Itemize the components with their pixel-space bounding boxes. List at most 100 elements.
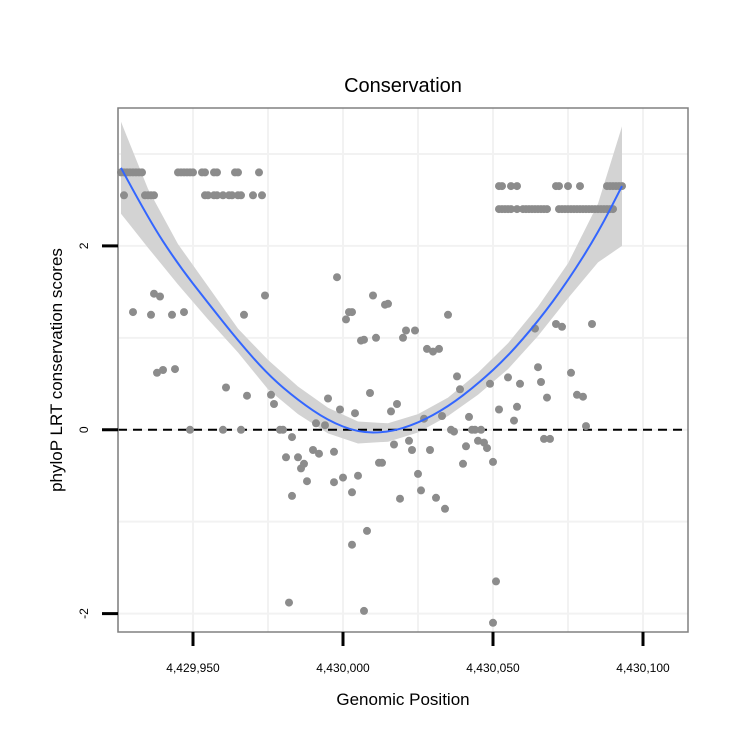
data-point — [369, 291, 377, 300]
data-point — [456, 385, 464, 394]
data-point — [261, 291, 269, 300]
data-point — [378, 458, 386, 467]
data-point — [444, 310, 452, 319]
data-point — [552, 320, 560, 328]
data-point — [402, 326, 410, 335]
data-point — [450, 427, 458, 436]
data-point — [438, 412, 446, 420]
data-point — [312, 419, 320, 428]
data-point — [255, 168, 263, 177]
data-point — [405, 436, 413, 445]
data-point — [543, 205, 551, 214]
data-point — [576, 182, 584, 191]
data-point — [213, 191, 221, 200]
data-point — [330, 447, 338, 456]
x-axis-label: Genomic Position — [336, 690, 469, 709]
data-point — [534, 363, 542, 372]
data-point — [423, 344, 431, 353]
data-point — [186, 425, 194, 434]
data-point — [537, 378, 545, 386]
data-point — [219, 425, 227, 434]
data-point — [513, 182, 521, 191]
data-point — [243, 391, 251, 400]
data-point — [567, 368, 575, 377]
confidence-ribbon — [121, 121, 622, 444]
data-point — [159, 366, 167, 374]
data-point — [189, 168, 197, 177]
data-point — [270, 400, 278, 408]
data-point — [228, 191, 236, 200]
data-point — [249, 191, 257, 200]
data-point — [540, 434, 548, 443]
data-point — [471, 425, 479, 434]
data-point — [426, 446, 434, 454]
data-point — [348, 308, 356, 317]
data-point — [393, 400, 401, 408]
data-point — [204, 191, 212, 200]
data-point — [513, 205, 521, 214]
data-point — [300, 459, 308, 468]
data-point — [453, 372, 461, 381]
data-point — [387, 407, 395, 416]
data-point — [582, 422, 590, 431]
data-point — [150, 191, 158, 200]
data-point — [348, 540, 356, 549]
data-point — [477, 425, 485, 434]
data-point — [180, 308, 188, 317]
data-point — [348, 488, 356, 497]
data-point — [171, 365, 179, 374]
data-point — [507, 205, 515, 214]
data-point — [339, 473, 347, 482]
data-point — [282, 453, 290, 462]
y-tick-label: 2 — [77, 242, 91, 249]
data-point — [465, 412, 473, 421]
data-point — [237, 191, 245, 200]
chart-title: Conservation — [344, 75, 462, 97]
data-point — [363, 526, 371, 535]
data-point — [474, 436, 482, 445]
data-point — [315, 449, 323, 458]
data-point — [150, 289, 158, 298]
data-point — [285, 598, 293, 607]
data-point — [219, 191, 227, 200]
panel-border — [117, 107, 689, 633]
y-axis: -2 0 2 — [77, 242, 118, 619]
data-point — [294, 453, 302, 462]
data-point — [372, 333, 380, 342]
data-point — [516, 379, 524, 388]
data-point — [354, 471, 362, 480]
y-axis-label: phyloP LRT conservation scores — [47, 248, 66, 492]
data-point — [360, 606, 368, 615]
data-point — [411, 326, 419, 335]
data-point — [288, 433, 296, 442]
data-point — [579, 392, 587, 401]
data-point — [237, 425, 245, 434]
data-point — [240, 310, 248, 319]
data-point — [489, 457, 497, 466]
data-point — [429, 347, 437, 356]
data-point — [486, 379, 494, 388]
data-point — [507, 182, 515, 191]
data-point — [360, 335, 368, 344]
data-point — [396, 494, 404, 503]
data-point — [168, 310, 176, 319]
y-tick-label: 0 — [77, 426, 91, 433]
x-axis: 4,429,950 4,430,000 4,430,050 4,430,100 — [166, 632, 670, 675]
data-point — [129, 308, 137, 317]
data-point — [543, 393, 551, 402]
data-point — [414, 469, 422, 478]
data-point — [399, 333, 407, 342]
data-point — [222, 383, 230, 392]
data-point — [288, 491, 296, 500]
data-point — [555, 182, 563, 191]
data-point — [510, 416, 518, 425]
data-point — [588, 320, 596, 328]
data-point — [459, 459, 467, 468]
data-point — [147, 310, 155, 319]
data-point — [417, 486, 425, 495]
data-point — [462, 442, 470, 451]
data-point — [435, 344, 443, 353]
x-tick-label: 4,430,100 — [616, 661, 670, 675]
data-point — [504, 373, 512, 382]
data-point — [432, 493, 440, 502]
